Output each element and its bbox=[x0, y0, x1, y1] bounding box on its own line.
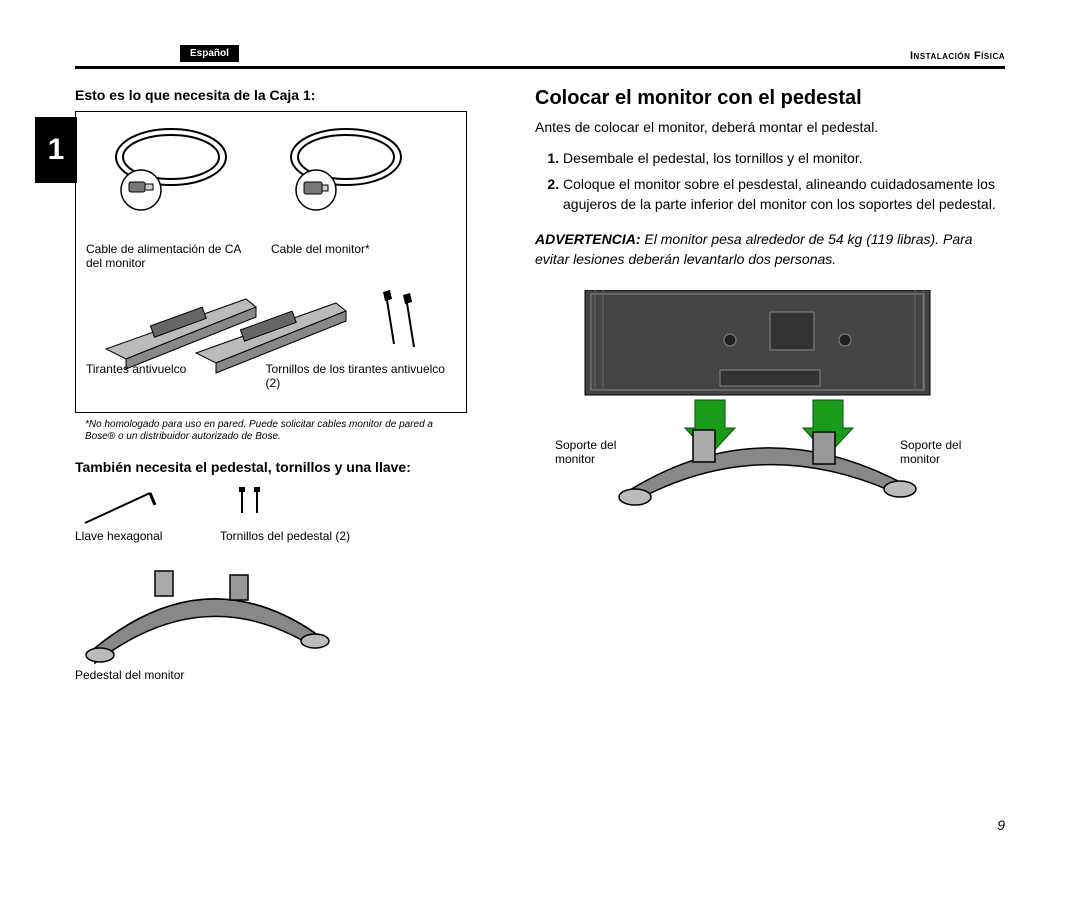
footnote: *No homologado para uso en pared. Puede … bbox=[75, 419, 445, 443]
monitor-pedestal-diagram: Soporte del monitor Soporte del monitor bbox=[535, 290, 965, 510]
step-2: Coloque el monitor sobre el pesdestal, a… bbox=[563, 174, 1005, 215]
left-heading-2: También necesita el pedestal, tornillos … bbox=[75, 459, 505, 475]
parts-box: Cable de alimentación de CA del monitor … bbox=[75, 111, 467, 413]
pedestal-label: Pedestal del monitor bbox=[75, 668, 505, 682]
power-cable-label: Cable de alimentación de CA del monitor bbox=[86, 242, 241, 271]
pedestal-illustration bbox=[75, 553, 335, 668]
steps-list: Desembale el pedestal, los tornillos y e… bbox=[535, 148, 1005, 215]
monitor-cable-label: Cable del monitor* bbox=[271, 242, 370, 271]
language-tab: Español bbox=[180, 45, 239, 62]
brace-screws-label: Tornillos de los tirantes antivuelco (2) bbox=[266, 362, 456, 391]
braces-illustration bbox=[86, 279, 456, 374]
right-heading: Colocar el monitor con el pedestal bbox=[535, 87, 1005, 110]
cables-illustration bbox=[86, 122, 456, 252]
tools-illustration bbox=[75, 483, 425, 533]
left-heading-1: Esto es lo que necesita de la Caja 1: bbox=[75, 87, 505, 103]
left-support-label: Soporte del monitor bbox=[555, 438, 625, 467]
horizontal-rule bbox=[75, 66, 1005, 69]
step-1: Desembale el pedestal, los tornillos y e… bbox=[563, 148, 1005, 168]
pedestal-screws-label: Tornillos del pedestal (2) bbox=[220, 529, 350, 543]
intro-text: Antes de colocar el monitor, deberá mont… bbox=[535, 118, 1005, 138]
hex-key-label: Llave hexagonal bbox=[75, 529, 180, 543]
warning-label: ADVERTENCIA: bbox=[535, 231, 641, 247]
step-number-badge: 1 bbox=[35, 117, 77, 183]
right-support-label: Soporte del monitor bbox=[900, 438, 970, 467]
page-number: 9 bbox=[997, 817, 1005, 833]
warning-text: ADVERTENCIA: El monitor pesa alrededor d… bbox=[535, 230, 1005, 269]
braces-label: Tirantes antivuelco bbox=[86, 362, 236, 391]
